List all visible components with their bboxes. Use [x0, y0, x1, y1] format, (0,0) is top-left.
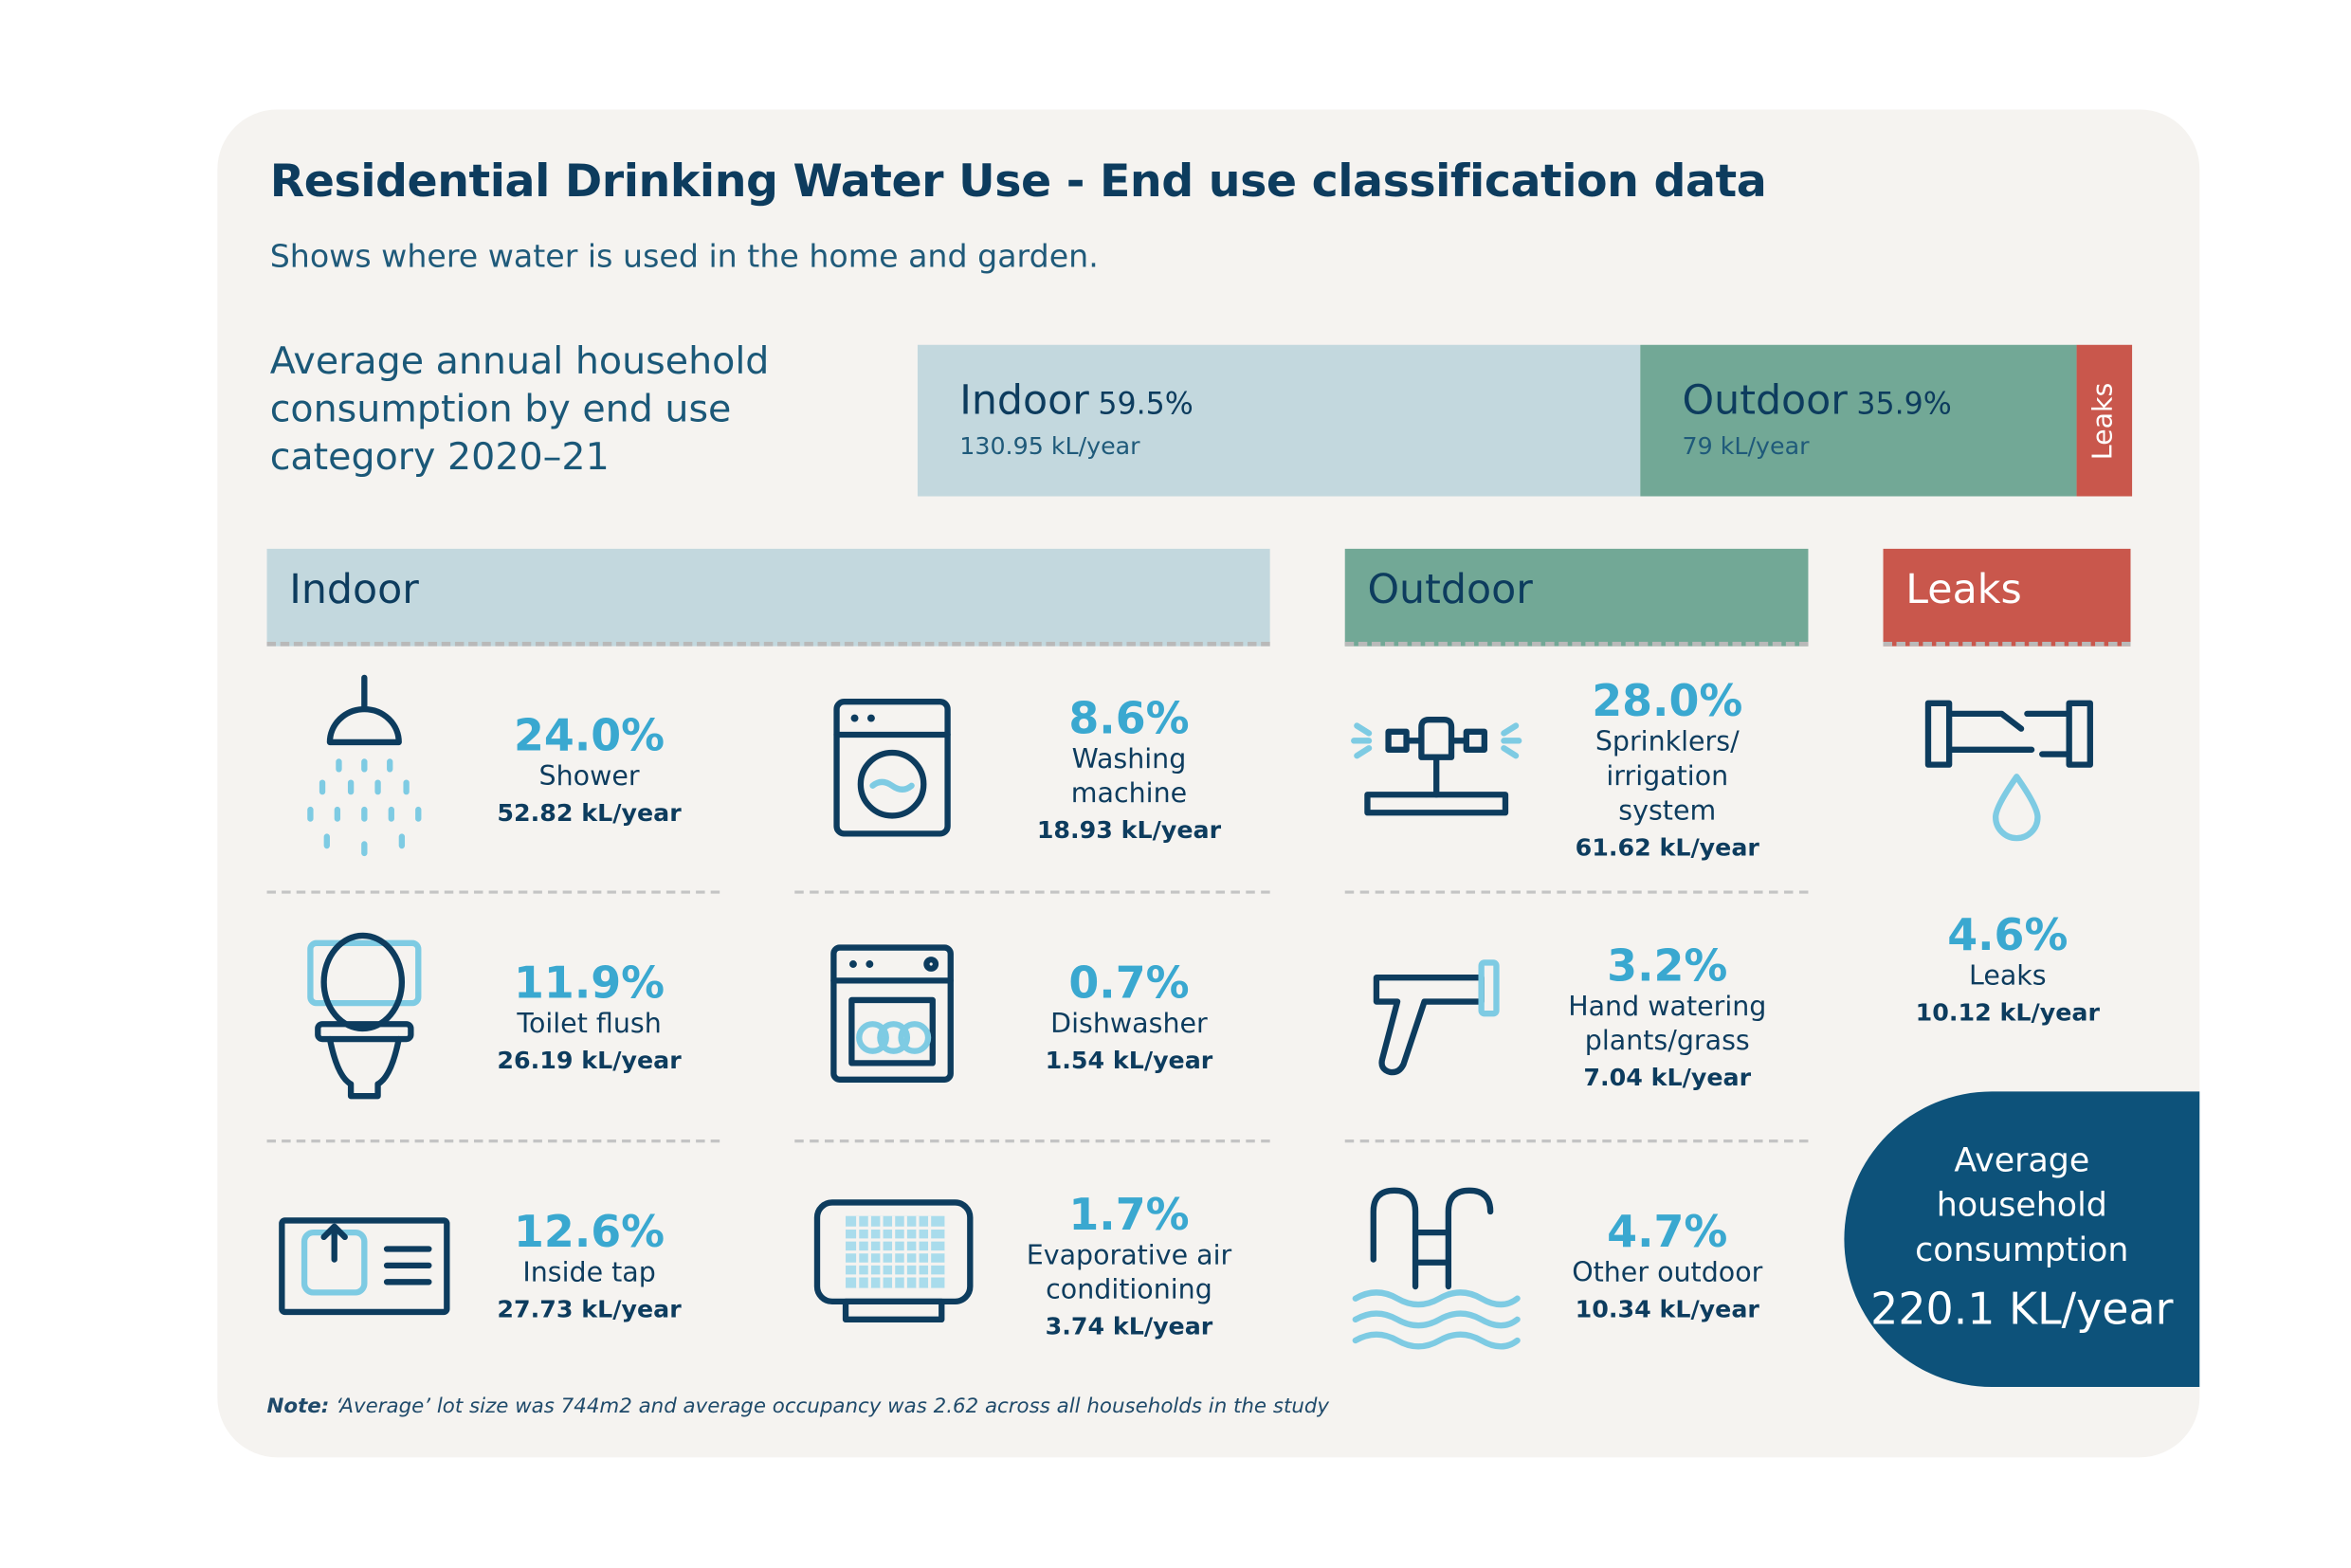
usage-label: plants/grass: [1584, 1025, 1750, 1058]
bar-segment: Leaks: [2076, 344, 2133, 497]
usage-item: 11.9% Toilet flush 26.19 kL/year: [394, 958, 784, 1080]
usage-item: 24.0% Shower 52.82 kL/year: [394, 711, 784, 832]
separator: [1344, 890, 1809, 894]
usage-amount: 10.34 kL/year: [1575, 1294, 1759, 1323]
usage-label: Evaporative air: [1026, 1240, 1232, 1272]
usage-label: conditioning: [1046, 1274, 1212, 1306]
total-value: 220.1 KL/year: [1870, 1283, 2174, 1334]
air-conditioner-icon: [813, 1199, 974, 1323]
usage-amount: 26.19 kL/year: [497, 1046, 682, 1075]
usage-item: 28.0% Sprinklers/irrigation system 61.62 kL…: [1472, 677, 1862, 867]
summary-label-line: consumption by end use: [269, 387, 732, 430]
segment-amount: 130.95 kL/year: [959, 431, 1140, 461]
usage-percent: 3.2%: [1607, 939, 1728, 992]
usage-amount: 27.73 kL/year: [497, 1294, 682, 1323]
leak-icon: [1924, 700, 2093, 842]
pool-icon: [1352, 1187, 1521, 1350]
usage-percent: 0.7%: [1068, 957, 1190, 1009]
title: Residential Drinking Water Use - End use…: [269, 155, 1767, 209]
usage-percent: 11.9%: [514, 957, 665, 1009]
segment-percent: 35.9%: [1856, 385, 1952, 422]
segment-percent: 59.5%: [1098, 385, 1194, 422]
separator: [266, 890, 720, 894]
usage-label: irrigation: [1606, 760, 1729, 793]
usage-item: 12.6% Inside tap 27.73 kL/year: [394, 1208, 784, 1329]
dishwasher-icon: [830, 944, 954, 1083]
toilet-icon: [307, 932, 422, 1100]
stacked-bar: Indoor 59.5% 130.95 kL/year Outdoor 35.9% 79 …: [917, 344, 2133, 497]
summary-label: Average annual household consumption by e…: [270, 337, 770, 482]
note-text: ‘Average’ lot size was 744m2 and average…: [336, 1394, 1330, 1419]
summary-label-line: category 2020–21: [269, 434, 610, 479]
total-text: Average household consumption 220.1 KL/year: [1850, 1139, 2195, 1340]
usage-percent: 12.6%: [514, 1206, 665, 1258]
usage-percent: 4.7%: [1607, 1206, 1728, 1258]
usage-amount: 52.82 kL/year: [497, 798, 682, 828]
usage-label: system: [1618, 795, 1717, 828]
usage-amount: 61.62 kL/year: [1575, 832, 1759, 862]
usage-item: 1.7% Evaporative air conditioning 3.74 kL/y…: [934, 1191, 1323, 1346]
tap-icon: [279, 1217, 450, 1316]
shower-icon: [307, 674, 422, 857]
segment-name: Indoor 59.5%: [959, 378, 1194, 425]
washing-machine-icon: [833, 699, 951, 837]
separator: [1344, 1140, 1809, 1143]
summary-label-line: Average annual household: [269, 338, 770, 383]
usage-label: Dishwasher: [1050, 1008, 1208, 1040]
total-label: household: [1936, 1186, 2107, 1225]
usage-percent: 1.7%: [1068, 1189, 1190, 1241]
usage-label: Leaks: [1968, 960, 2047, 993]
usage-amount: 10.12 kL/year: [1915, 997, 2100, 1027]
usage-percent: 4.6%: [1947, 909, 2069, 961]
separator: [794, 890, 1270, 894]
segment-name-text: Indoor: [959, 377, 1089, 425]
bar-segment: Indoor 59.5% 130.95 kL/year: [917, 344, 1641, 497]
usage-label: machine: [1070, 777, 1188, 811]
section-header: Leaks: [1883, 548, 2131, 647]
segment-name: Outdoor 35.9%: [1683, 378, 1952, 425]
usage-item: 4.6% Leaks 10.12 kL/year: [1813, 911, 2202, 1032]
section-title: Leaks: [1905, 566, 2022, 613]
subtitle: Shows where water is used in the home an…: [269, 238, 1099, 275]
separator: [794, 1140, 1270, 1143]
usage-label: Other outdoor: [1572, 1257, 1763, 1289]
usage-label: Inside tap: [522, 1257, 656, 1289]
note-lead: Note:: [266, 1394, 330, 1419]
note: Note: ‘Average’ lot size was 744m2 and a…: [267, 1395, 1330, 1418]
usage-item: 3.2% Hand watering plants/grass 7.04 kL/yea…: [1472, 941, 1862, 1097]
section-title: Indoor: [289, 566, 419, 613]
separator: [266, 1140, 720, 1143]
total-label: Average: [1954, 1141, 2090, 1179]
usage-label: Shower: [538, 760, 640, 793]
usage-percent: 24.0%: [514, 709, 665, 761]
usage-label: Sprinklers/: [1595, 726, 1740, 758]
usage-label: Hand watering: [1568, 991, 1767, 1023]
usage-label: Toilet flush: [517, 1008, 662, 1040]
section-title: Outdoor: [1367, 566, 1533, 613]
usage-amount: 1.54 kL/year: [1045, 1046, 1213, 1075]
usage-label: Washing: [1071, 743, 1187, 775]
usage-percent: 8.6%: [1068, 692, 1190, 744]
segment-amount: 79 kL/year: [1682, 431, 1810, 461]
sprinkler-icon: [1351, 717, 1522, 816]
usage-item: 8.6% Washing machine 18.93 kL/year: [934, 694, 1323, 849]
hose-gun-icon: [1373, 959, 1500, 1076]
usage-amount: 18.93 kL/year: [1036, 815, 1222, 845]
segment-name-text: Outdoor: [1682, 377, 1848, 425]
total-label: consumption: [1915, 1231, 2129, 1269]
section-header: Indoor: [266, 548, 1270, 647]
usage-amount: 7.04 kL/year: [1583, 1063, 1752, 1092]
total-badge: Average household consumption 220.1 KL/year: [1844, 1091, 2200, 1388]
section-header: Outdoor: [1344, 548, 1809, 647]
usage-item: 0.7% Dishwasher 1.54 kL/year: [934, 958, 1323, 1080]
usage-item: 4.7% Other outdoor 10.34 kL/year: [1472, 1208, 1862, 1329]
usage-percent: 28.0%: [1592, 675, 1743, 727]
usage-amount: 3.74 kL/year: [1045, 1311, 1213, 1340]
bar-segment: Outdoor 35.9% 79 kL/year: [1640, 344, 2077, 497]
